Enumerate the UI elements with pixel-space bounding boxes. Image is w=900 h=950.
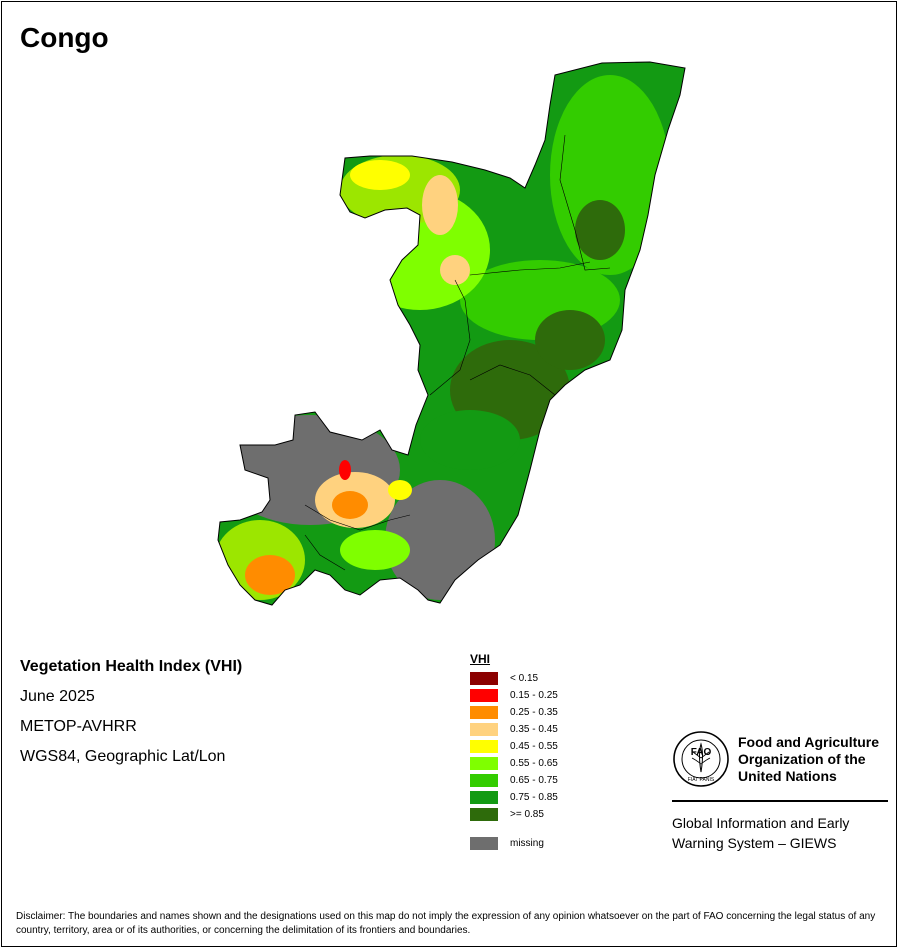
legend-swatch	[470, 723, 498, 736]
legend-label: 0.45 - 0.55	[510, 741, 558, 752]
projection: WGS84, Geographic Lat/Lon	[20, 748, 226, 765]
map-date: June 2025	[20, 688, 95, 705]
legend-label: 0.55 - 0.65	[510, 758, 558, 769]
legend-swatch	[470, 706, 498, 719]
vhi-class-0-55-0-65-area	[340, 530, 410, 570]
vhi-class-0-75-0-85-area	[420, 410, 520, 470]
vhi-class-0-35-0-45-area	[422, 175, 458, 235]
legend-label: 0.25 - 0.35	[510, 707, 558, 718]
fao-name: Food and Agriculture Organization of the…	[738, 734, 898, 785]
legend-label: 0.15 - 0.25	[510, 690, 558, 701]
legend-label: < 0.15	[510, 673, 539, 684]
legend-item: >= 0.85	[470, 806, 558, 823]
giews-line: Global Information and Early	[672, 815, 850, 831]
legend-label: 0.35 - 0.45	[510, 724, 558, 735]
vhi-class-0-45-0-55-area	[350, 160, 410, 190]
legend-classes: < 0.15 0.15 - 0.25 0.25 - 0.35 0.35 - 0.45 0…	[470, 670, 558, 823]
vhi-raster	[218, 62, 685, 605]
legend-item: 0.15 - 0.25	[470, 687, 558, 704]
fao-name-line: United Nations	[738, 768, 837, 784]
vhi-class-0-15-0-25-area	[339, 460, 351, 480]
legend-swatch	[470, 808, 498, 821]
legend-swatch	[470, 774, 498, 787]
vhi-class-0-25-0-35-area	[332, 491, 368, 519]
legend-swatch	[470, 672, 498, 685]
legend-swatch	[470, 740, 498, 753]
legend-swatch	[470, 689, 498, 702]
fao-logo-letters: FAO	[691, 747, 712, 758]
legend-label: 0.75 - 0.85	[510, 792, 558, 803]
vhi-class-0-35-0-45-area	[440, 255, 470, 285]
index-name: Vegetation Health Index (VHI)	[20, 658, 243, 675]
vhi-class-ge-0-85-area	[575, 200, 625, 260]
department-boundaries	[304, 134, 611, 571]
legend-item: 0.75 - 0.85	[470, 789, 558, 806]
sensor-name: METOP-AVHRR	[20, 718, 137, 735]
legend-item: < 0.15	[470, 670, 558, 687]
legend-swatch	[470, 837, 498, 850]
legend-item: 0.25 - 0.35	[470, 704, 558, 721]
giews-name: Global Information and Early Warning Sys…	[672, 813, 888, 853]
legend-title: VHI	[470, 652, 491, 666]
fao-name-line: Organization of the	[738, 751, 866, 767]
legend-label: >= 0.85	[510, 809, 544, 820]
vhi-class-0-25-0-35-area	[245, 555, 295, 595]
legend-item: 0.35 - 0.45	[470, 721, 558, 738]
legend-label: missing	[510, 838, 544, 849]
legend-swatch	[470, 791, 498, 804]
legend-item: 0.65 - 0.75	[470, 772, 558, 789]
fao-logo-motto: FIAT PANIS	[688, 777, 715, 783]
map-info: Vegetation Health Index (VHI) June 2025 …	[20, 657, 242, 777]
fao-name-line: Food and Agriculture	[738, 734, 880, 750]
vhi-legend: VHI < 0.15 0.15 - 0.25 0.25 - 0.35 0.35 - 0…	[470, 652, 558, 852]
divider	[672, 800, 888, 802]
disclaimer: Disclaimer: The boundaries and names sho…	[16, 911, 876, 936]
giews-line: Warning System – GIEWS	[672, 835, 837, 851]
legend-item: 0.45 - 0.55	[470, 738, 558, 755]
fao-logo: FAO FIAT PANIS	[673, 731, 729, 787]
legend-swatch	[470, 757, 498, 770]
legend-item-missing: missing	[470, 835, 558, 852]
map-title: Congo	[20, 22, 109, 53]
legend-label: 0.65 - 0.75	[510, 775, 558, 786]
vhi-class-0-45-0-55-area	[388, 480, 412, 500]
vhi-map	[217, 61, 686, 606]
vhi-class-ge-0-85-area	[535, 310, 605, 370]
legend-item: 0.55 - 0.65	[470, 755, 558, 772]
